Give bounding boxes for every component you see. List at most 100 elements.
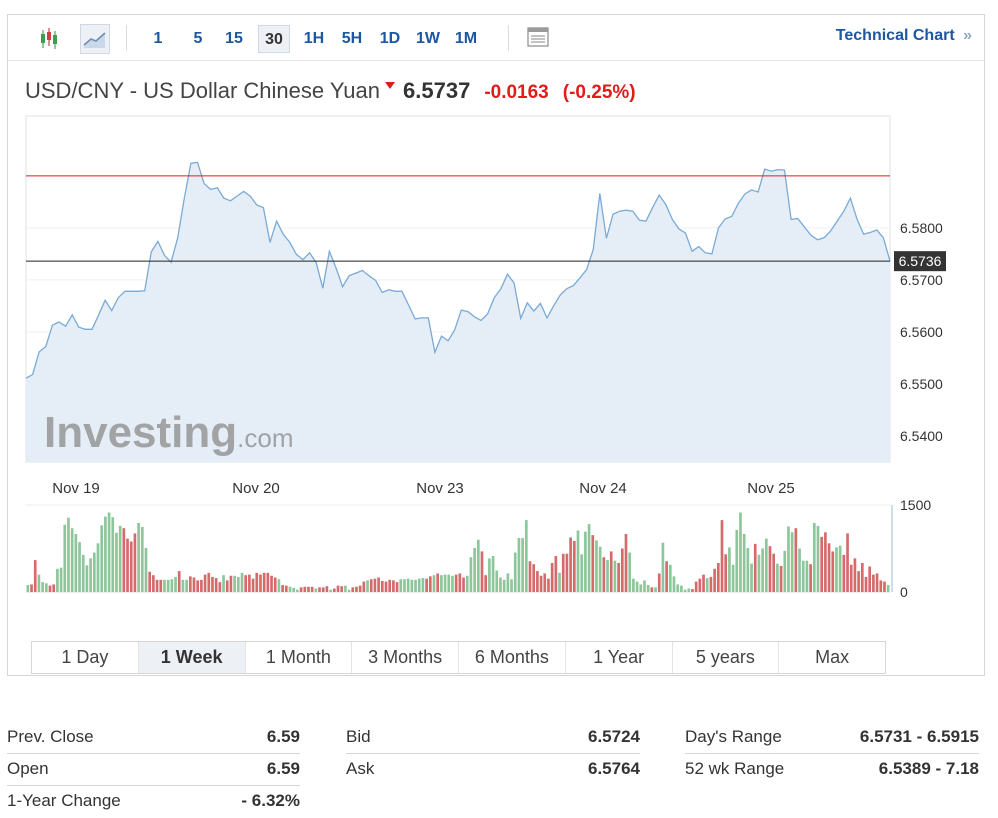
volume-tick-label: 0 (900, 584, 908, 600)
volume-bar (74, 534, 78, 592)
volume-bar (403, 579, 406, 592)
volume-bar (177, 571, 181, 592)
volume-bar (635, 581, 639, 592)
stat-value: - 6.32% (241, 791, 300, 810)
stat-value: 6.5389 - 7.18 (878, 759, 979, 778)
volume-bar (835, 547, 838, 592)
table-icon[interactable] (525, 24, 555, 54)
volume-bar (646, 585, 650, 592)
range-tab-3-months[interactable]: 3 Months (352, 642, 459, 673)
volume-bar (421, 578, 425, 592)
volume-bar (104, 516, 107, 592)
range-tab-6-months[interactable]: 6 Months (459, 642, 566, 673)
stat-value: 6.5764 (588, 759, 640, 778)
volume-bar (70, 528, 74, 592)
volume-bar (251, 578, 255, 592)
price-change-percent: (-0.25%) (562, 82, 636, 103)
candlestick-icon[interactable] (34, 24, 64, 54)
interval-1h[interactable]: 1H (303, 30, 325, 47)
volume-bar (694, 581, 698, 592)
volume-bar (288, 586, 292, 592)
interval-1w[interactable]: 1W (416, 30, 440, 47)
volume-bar (115, 532, 118, 592)
volume-bar (550, 563, 554, 592)
volume-bar (547, 578, 550, 592)
volume-bar (480, 551, 484, 592)
volume-bar (67, 517, 70, 592)
volume-bar (211, 576, 214, 592)
volume-bar (491, 556, 495, 592)
interval-5[interactable]: 5 (193, 30, 203, 47)
volume-bar (783, 550, 787, 592)
volume-bar (170, 579, 174, 592)
interval-5h[interactable]: 5H (341, 30, 363, 47)
volume-bar (388, 579, 392, 592)
volume-bar (107, 512, 111, 592)
range-tab-1-month[interactable]: 1 Month (246, 642, 353, 673)
stat-value: 6.5731 - 6.5915 (859, 727, 979, 746)
volume-bar (857, 571, 860, 592)
volume-bar (680, 585, 683, 592)
range-tab-1-week[interactable]: 1 Week (138, 642, 246, 673)
volume-bar (377, 577, 380, 592)
interval-1m[interactable]: 1M (454, 30, 478, 47)
volume-bar (351, 587, 355, 592)
volume-bar (536, 571, 539, 592)
interval-15[interactable]: 15 (225, 30, 243, 47)
volume-bar (447, 574, 451, 592)
volume-bar (296, 589, 299, 592)
volume-bar (163, 579, 166, 592)
volume-bar (687, 588, 691, 592)
range-tab-1-year[interactable]: 1 Year (566, 642, 673, 673)
volume-bar (214, 578, 218, 592)
stat-label: Day's Range (685, 727, 782, 746)
last-price: 6.5737 (403, 78, 471, 103)
stat-label: Bid (346, 727, 371, 746)
volume-bar (262, 572, 266, 592)
volume-bar (225, 580, 229, 592)
range-tab-max[interactable]: Max (815, 647, 850, 667)
volume-bar (284, 585, 288, 592)
price-chart[interactable]: Investing.com6.57366.58006.57006.56006.5… (8, 15, 984, 625)
volume-bar (820, 536, 824, 592)
volume-bar (37, 574, 41, 592)
volume-bar (259, 574, 262, 592)
x-axis-label: Nov 24 (579, 480, 627, 497)
range-tab-1-day[interactable]: 1 Day (32, 642, 139, 673)
volume-bar (853, 558, 857, 592)
interval-1[interactable]: 1 (153, 30, 163, 47)
volume-bar (576, 530, 580, 592)
volume-bar (26, 585, 30, 592)
volume-bar (720, 520, 724, 592)
volume-bar (222, 575, 225, 592)
volume-bar (329, 589, 332, 592)
volume-bar (458, 573, 462, 592)
volume-bar (454, 574, 458, 592)
volume-bar (59, 567, 63, 592)
volume-bar (713, 568, 716, 592)
volume-bar (325, 586, 329, 592)
line-chart-icon[interactable] (80, 24, 110, 54)
range-tab-5-years[interactable]: 5 years (673, 642, 780, 673)
technical-chart-link[interactable]: Technical Chart » (836, 25, 972, 47)
volume-bar (303, 586, 307, 592)
volume-bar (609, 551, 613, 592)
volume-bar (628, 552, 632, 592)
interval-30[interactable]: 30 (258, 25, 290, 53)
volume-bar (872, 574, 875, 592)
volume-bar (831, 551, 835, 592)
volume-bar (598, 546, 602, 592)
toolbar-divider (508, 25, 509, 51)
stat-row: Prev. Close 6.59 (7, 722, 300, 754)
interval-1d[interactable]: 1D (379, 30, 401, 47)
instrument-header: USD/CNY - US Dollar Chinese Yuan 6.5737 -0… (25, 77, 650, 105)
instrument-name: USD/CNY - US Dollar Chinese Yuan (25, 78, 381, 103)
volume-bar (846, 533, 849, 592)
volume-bar (218, 582, 222, 592)
volume-bar (561, 553, 565, 592)
volume-bar (92, 552, 96, 592)
volume-bar (314, 588, 318, 592)
volume-bar (188, 576, 192, 592)
volume-bar (654, 587, 657, 592)
volume-bar (366, 580, 369, 592)
